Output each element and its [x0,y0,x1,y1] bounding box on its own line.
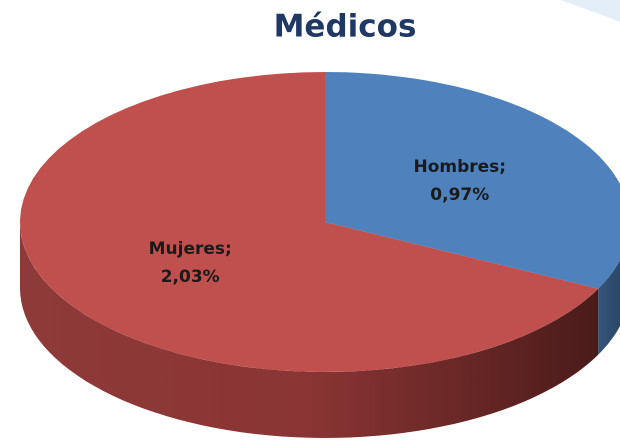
data-label-value: 0,97% [430,185,489,205]
pie-side [20,222,599,438]
decoration [560,0,620,22]
data-label-name: Mujeres; [149,239,232,259]
data-label-value: 2,03% [161,267,220,287]
data-label-name: Hombres; [413,157,506,177]
chart-title: Médicos [274,9,417,45]
pie-slice [325,72,620,289]
pie: Hombres; 0,97% Mujeres; 2,03% [20,72,620,438]
pie-side [598,260,620,355]
pie-slice [20,72,599,372]
